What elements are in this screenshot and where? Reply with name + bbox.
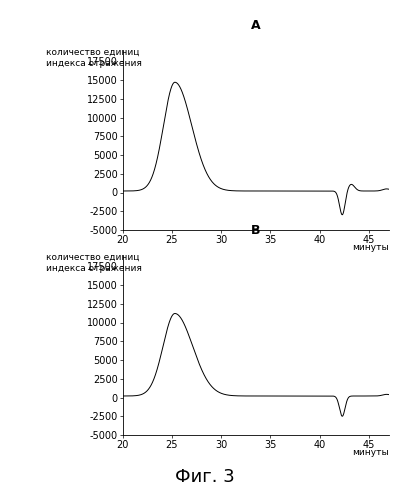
Text: количество единиц
индекса отражения: количество единиц индекса отражения: [45, 253, 142, 274]
Text: B: B: [251, 224, 261, 237]
Text: минуты: минуты: [352, 448, 389, 456]
Text: количество единиц
индекса отражения: количество единиц индекса отражения: [45, 48, 142, 68]
Text: A: A: [251, 19, 261, 32]
Text: Фиг. 3: Фиг. 3: [175, 468, 234, 486]
Text: минуты: минуты: [352, 242, 389, 252]
